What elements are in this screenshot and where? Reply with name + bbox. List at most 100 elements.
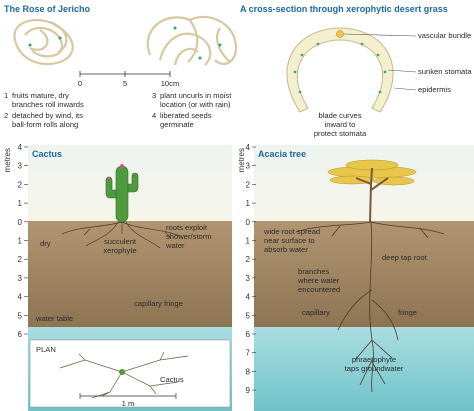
depth-tick-label: 9 <box>246 386 251 395</box>
plan-label: Cactus <box>160 375 184 384</box>
depth-tick-label: 6 <box>246 330 251 339</box>
text-line: taps groundwater <box>345 364 404 373</box>
depth-tick-label: 2 <box>18 255 23 264</box>
depth-tick-label: 8 <box>246 367 251 376</box>
label: dry <box>40 239 51 248</box>
label: deep tap root <box>382 253 428 262</box>
scale-label: 10cm <box>161 79 180 88</box>
panel-title: Acacia tree <box>258 149 306 159</box>
text-line: phraetophyte <box>352 355 396 364</box>
axis-label: metres <box>237 148 246 172</box>
label: branches where water encountered <box>297 267 340 294</box>
acacia-canopy <box>327 159 417 186</box>
plan-roots <box>59 351 189 399</box>
plan-scale <box>79 393 177 399</box>
scale-label: 0 <box>78 79 82 88</box>
depth-tick-label: 5 <box>18 311 23 320</box>
scale-label: 5 <box>123 79 127 88</box>
panel-title: Cactus <box>32 149 62 159</box>
cactus <box>105 165 139 223</box>
label: fringe <box>398 308 417 317</box>
text-line: water <box>165 241 185 250</box>
label: water table <box>35 314 73 323</box>
text-line: plant uncurls in moist <box>160 91 232 100</box>
acacia-trunk <box>355 167 389 223</box>
text-line: detached by wind, its <box>12 111 83 120</box>
depth-tick-label: 6 <box>18 330 23 339</box>
depth-tick-label: 3 <box>246 162 251 171</box>
scale-bar <box>79 71 171 77</box>
depth-tick-label: 2 <box>246 255 251 264</box>
label: roots exploit shower/storm water <box>165 223 212 250</box>
vascular-bundle <box>336 30 344 38</box>
label: phraetophyte taps groundwater <box>345 355 404 373</box>
text-line: xerophyte <box>103 246 136 255</box>
text-line: protect stomata <box>314 129 367 138</box>
label: vascular bundle <box>418 31 471 40</box>
stomata <box>293 42 387 94</box>
depth-tick-label: 3 <box>18 274 23 283</box>
label: capillary <box>302 308 330 317</box>
blade-note: blade curves inward to protect stomata <box>314 111 367 138</box>
sky <box>28 145 232 221</box>
depth-tick-label: 1 <box>18 237 23 246</box>
label: succulent xerophyte <box>103 237 137 255</box>
label: capillary fringe <box>134 299 183 308</box>
cactus-flowers <box>107 164 124 180</box>
plan-box <box>29 339 231 408</box>
grass-title: A cross-section through xerophytic deser… <box>240 4 448 14</box>
groundwater <box>254 327 474 411</box>
soil <box>254 221 474 327</box>
text-line: liberated seeds <box>160 111 212 120</box>
depth-tick-label: 1 <box>18 199 23 208</box>
text-line: location (or with rain) <box>160 100 231 109</box>
step-number: 3 <box>152 91 156 100</box>
text-line: succulent <box>104 237 137 246</box>
text-line: where water <box>297 276 340 285</box>
text-line: near surface to <box>264 236 315 245</box>
depth-tick-label: 3 <box>246 274 251 283</box>
text-line: branches <box>298 267 329 276</box>
text-line: encountered <box>298 285 340 294</box>
depth-tick-label: 4 <box>18 293 23 302</box>
depth-tick-label: 1 <box>246 237 251 246</box>
seeds <box>28 26 222 60</box>
step-text: liberated seeds germinate <box>160 111 212 129</box>
axis-label: metres <box>3 148 12 172</box>
step-number: 2 <box>4 111 8 120</box>
label: wide root spread near surface to absorb wa… <box>263 227 320 254</box>
depth-tick-label: 5 <box>246 311 251 320</box>
step-number: 4 <box>152 111 156 120</box>
label: epidermis <box>418 85 451 94</box>
depth-tick-label: 7 <box>246 349 251 358</box>
step-number: 1 <box>4 91 8 100</box>
cactus-roots <box>61 221 181 249</box>
depth-tick-label: 3 <box>18 162 23 171</box>
acacia-roots <box>295 221 445 393</box>
text-line: fruits mature, dry <box>12 91 69 100</box>
text-line: absorb water <box>264 245 308 254</box>
text-line: inward to <box>325 120 356 129</box>
text-line: germinate <box>160 120 194 129</box>
text-line: branches roll inwards <box>12 100 84 109</box>
step-text: detached by wind, its ball-form rolls alo… <box>12 111 83 129</box>
depth-tick-label: 2 <box>246 180 251 189</box>
depth-tick-label: 1 <box>246 199 251 208</box>
text-line: blade curves <box>318 111 361 120</box>
plan-cactus <box>119 369 125 375</box>
depth-tick-label: 0 <box>246 218 251 227</box>
depth-tick-label: 0 <box>18 218 23 227</box>
plan-title: PLAN <box>36 345 56 354</box>
depth-tick-label: 4 <box>246 293 251 302</box>
depth-tick-label: 4 <box>18 143 23 152</box>
text-line: shower/storm <box>166 232 212 241</box>
rose-title: The Rose of Jericho <box>4 4 91 14</box>
rose-drawing <box>13 15 238 66</box>
step-text: plant uncurls in moist location (or with … <box>160 91 232 109</box>
text-line: ball-form rolls along <box>12 120 78 129</box>
text-line: roots exploit <box>166 223 208 232</box>
plan-scale-label: 1 m <box>122 399 135 408</box>
depth-tick-label: 2 <box>18 180 23 189</box>
label: sunken stomata <box>418 67 472 76</box>
